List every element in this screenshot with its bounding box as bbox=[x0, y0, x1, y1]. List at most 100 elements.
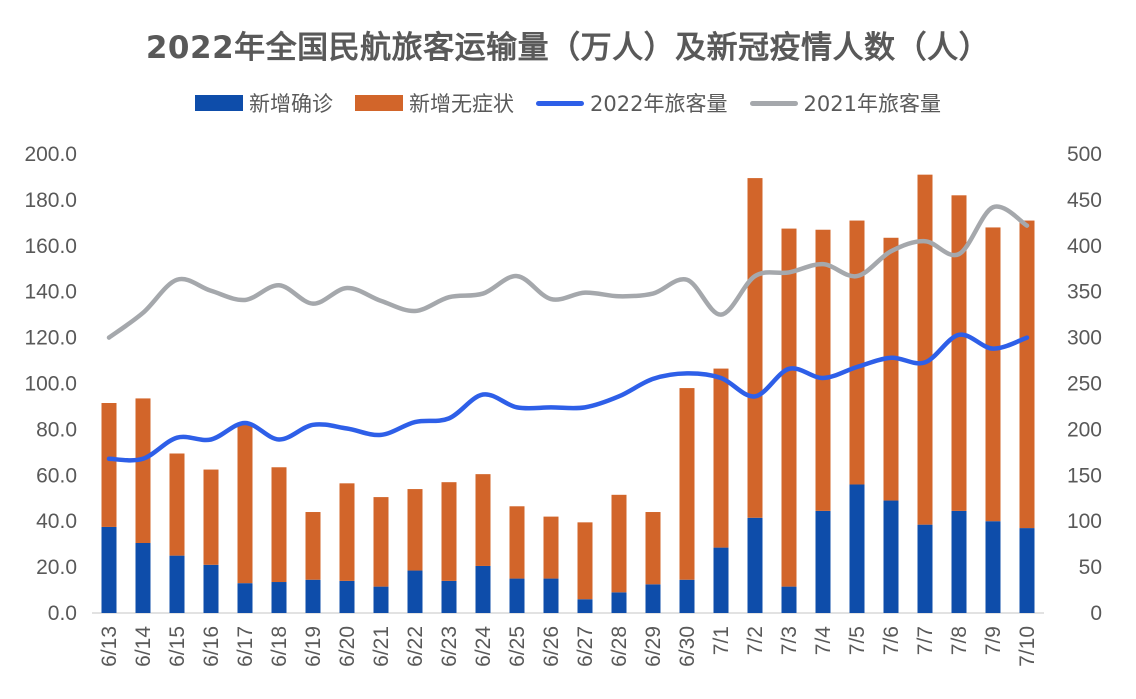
bar-new-asymptomatic bbox=[373, 497, 389, 587]
bar-new-asymptomatic bbox=[441, 482, 457, 581]
legend-item-new-asymptomatic: 新增无症状 bbox=[355, 88, 514, 118]
bar-new-confirmed bbox=[441, 580, 457, 613]
bar-new-confirmed bbox=[305, 579, 321, 613]
bar-new-confirmed bbox=[747, 517, 763, 613]
y-left-tick-label: 100.0 bbox=[24, 373, 77, 396]
y-right-tick-label: 150 bbox=[1067, 464, 1102, 487]
x-tick-label: 6/17 bbox=[234, 626, 257, 667]
x-tick-label: 6/23 bbox=[438, 626, 461, 667]
y-left-tick-label: 140.0 bbox=[24, 281, 77, 304]
y-right-tick-label: 250 bbox=[1067, 373, 1102, 396]
legend-label-new-asymptomatic: 新增无症状 bbox=[409, 92, 515, 116]
bar-new-asymptomatic bbox=[713, 368, 729, 548]
bar-new-asymptomatic bbox=[135, 398, 151, 544]
bar-new-confirmed bbox=[1019, 528, 1035, 613]
bar-new-confirmed bbox=[917, 524, 933, 613]
x-tick-label: 6/21 bbox=[370, 626, 393, 667]
legend-label-2022-passengers: 2022年旅客量 bbox=[590, 92, 728, 116]
bar-new-asymptomatic bbox=[237, 424, 253, 584]
x-tick-label: 7/4 bbox=[812, 626, 835, 656]
y-left-tick-label: 200.0 bbox=[24, 143, 77, 166]
bar-new-asymptomatic bbox=[849, 220, 865, 485]
bar-new-confirmed bbox=[237, 583, 253, 613]
y-right-tick-label: 450 bbox=[1067, 189, 1102, 212]
x-tick-label: 6/18 bbox=[268, 626, 291, 667]
bar-new-asymptomatic bbox=[407, 489, 423, 571]
bar-new-confirmed bbox=[883, 500, 899, 613]
bar-new-asymptomatic bbox=[203, 469, 219, 565]
y-left-tick-label: 40.0 bbox=[36, 510, 77, 533]
bar-new-confirmed bbox=[373, 586, 389, 613]
y-right-tick-label: 350 bbox=[1067, 281, 1102, 304]
y-right-tick-label: 100 bbox=[1067, 510, 1102, 533]
bar-new-asymptomatic bbox=[781, 228, 797, 587]
x-tick-label: 6/30 bbox=[676, 626, 699, 667]
bar-new-asymptomatic bbox=[951, 195, 967, 511]
bar-new-confirmed bbox=[271, 582, 287, 613]
x-tick-label: 6/15 bbox=[166, 626, 189, 667]
bar-new-confirmed bbox=[203, 564, 219, 613]
legend-label-new-confirmed: 新增确诊 bbox=[249, 92, 334, 116]
bar-new-asymptomatic bbox=[339, 483, 355, 581]
bar-new-confirmed bbox=[135, 543, 151, 613]
legend-item-2021-passengers: 2021年旅客量 bbox=[749, 88, 941, 118]
y-right-tick-label: 0 bbox=[1090, 602, 1102, 625]
bar-new-confirmed bbox=[645, 584, 661, 613]
bar-new-asymptomatic bbox=[475, 474, 491, 566]
x-tick-label: 6/14 bbox=[132, 626, 155, 667]
y-right-tick-label: 50 bbox=[1079, 556, 1102, 579]
y-left-tick-label: 160.0 bbox=[24, 235, 77, 258]
y-left-tick-label: 20.0 bbox=[36, 556, 77, 579]
x-tick-label: 7/3 bbox=[778, 626, 801, 655]
y-right-tick-label: 500 bbox=[1067, 143, 1102, 166]
bar-new-asymptomatic bbox=[985, 227, 1001, 522]
x-tick-label: 7/7 bbox=[914, 626, 937, 655]
legend-swatch-2022-passengers bbox=[536, 100, 585, 106]
line-2022-passengers bbox=[106, 332, 1030, 463]
x-tick-label: 6/27 bbox=[574, 626, 597, 667]
legend-item-new-confirmed: 新增确诊 bbox=[195, 88, 333, 118]
x-tick-label: 6/28 bbox=[608, 626, 631, 667]
bar-new-asymptomatic bbox=[917, 174, 933, 525]
bar-new-asymptomatic bbox=[101, 403, 117, 527]
bar-new-confirmed bbox=[169, 555, 185, 613]
bar-new-asymptomatic bbox=[305, 512, 321, 580]
bar-new-confirmed bbox=[577, 599, 593, 613]
bar-new-asymptomatic bbox=[509, 506, 525, 579]
chart-title: 2022年全国民航旅客运输量（万人）及新冠疫情人数（人） bbox=[145, 30, 991, 66]
legend-label-2021-passengers: 2021年旅客量 bbox=[803, 92, 941, 116]
y-right-tick-label: 400 bbox=[1067, 235, 1102, 258]
bar-new-confirmed bbox=[475, 565, 491, 613]
x-tick-label: 6/24 bbox=[472, 626, 495, 667]
y-left-tick-label: 0.0 bbox=[48, 602, 77, 625]
legend-swatch-2021-passengers bbox=[749, 100, 798, 106]
bar-new-asymptomatic bbox=[169, 453, 185, 556]
bar-new-asymptomatic bbox=[883, 237, 899, 501]
x-tick-label: 6/20 bbox=[336, 626, 359, 667]
y-left-tick-label: 180.0 bbox=[24, 189, 77, 212]
bar-new-asymptomatic bbox=[747, 178, 763, 518]
bar-new-asymptomatic bbox=[271, 467, 287, 583]
bar-new-asymptomatic bbox=[611, 494, 627, 593]
x-tick-label: 7/5 bbox=[846, 626, 869, 655]
bar-new-confirmed bbox=[849, 484, 865, 613]
bar-new-asymptomatic bbox=[543, 516, 559, 579]
bar-new-confirmed bbox=[679, 579, 695, 613]
y-right-tick-label: 200 bbox=[1067, 418, 1102, 441]
bar-new-confirmed bbox=[543, 578, 559, 613]
bar-new-confirmed bbox=[611, 592, 627, 613]
x-tick-label: 6/26 bbox=[540, 626, 563, 667]
x-tick-label: 6/13 bbox=[98, 626, 121, 667]
x-tick-label: 7/2 bbox=[744, 626, 767, 655]
legend-item-2022-passengers: 2022年旅客量 bbox=[536, 88, 728, 118]
bar-new-confirmed bbox=[815, 510, 831, 613]
x-tick-label: 7/10 bbox=[1016, 626, 1039, 667]
bar-new-confirmed bbox=[713, 547, 729, 613]
x-tick-label: 6/19 bbox=[302, 626, 325, 667]
bar-new-confirmed bbox=[407, 570, 423, 613]
x-tick-label: 7/6 bbox=[880, 626, 903, 655]
line-2021-passengers bbox=[106, 204, 1030, 340]
bar-new-confirmed bbox=[101, 526, 117, 613]
